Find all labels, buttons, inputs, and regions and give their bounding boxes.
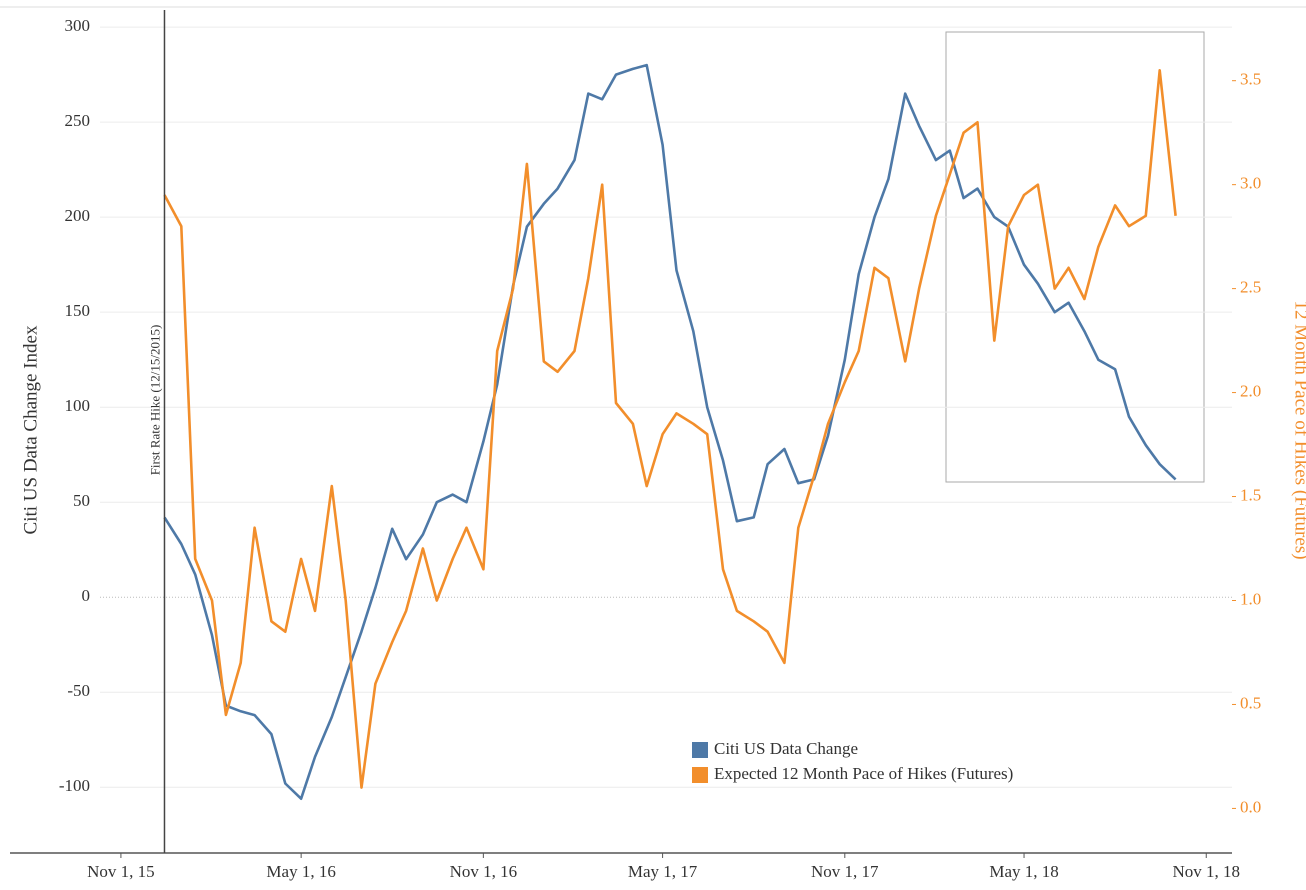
y2-tick-label: 3.0: [1240, 174, 1261, 193]
y2-tick-label: 0.5: [1240, 693, 1261, 712]
highlight-box: [945, 31, 1205, 483]
plot-area: [163, 63, 1177, 800]
y-tick-label: 250: [65, 111, 91, 130]
y-tick-label: 300: [65, 16, 91, 35]
x-tick-label: May 1, 17: [628, 862, 698, 881]
y-tick-label: 50: [73, 491, 90, 510]
grid: [100, 26, 1232, 788]
y2-axis-title: 12 Month Pace of Hikes (Futures): [1291, 300, 1306, 559]
legend-label: Citi US Data Change: [714, 739, 858, 758]
y2-tick-label: 2.0: [1240, 381, 1261, 400]
legend-swatch: [692, 742, 708, 758]
annotation-label: First Rate Hike (12/15/2015): [147, 325, 162, 476]
y-axis-title: Citi US Data Change Index: [20, 325, 41, 534]
y2-tick-label: 3.5: [1240, 70, 1261, 89]
y2-tick-label: 1.0: [1240, 589, 1261, 608]
series-line: [163, 69, 1177, 789]
y2-tick-label: 2.5: [1240, 278, 1261, 297]
y-tick-label: 0: [82, 586, 91, 605]
x-tick-label: Nov 1, 17: [811, 862, 879, 881]
series-line: [163, 63, 1177, 800]
x-tick-label: May 1, 18: [989, 862, 1058, 881]
x-tick-label: May 1, 16: [266, 862, 335, 881]
y-tick-label: 150: [65, 301, 91, 320]
y-tick-label: 100: [65, 396, 91, 415]
legend-swatch: [692, 767, 708, 783]
x-tick-label: Nov 1, 15: [87, 862, 155, 881]
y-tick-label: 200: [65, 206, 91, 225]
y2-tick-label: 0.0: [1240, 797, 1261, 816]
y-tick-label: -100: [59, 776, 90, 795]
x-tick-label: Nov 1, 16: [450, 862, 518, 881]
x-tick-label: Nov 1, 18: [1172, 862, 1240, 881]
y-tick-label: -50: [67, 681, 90, 700]
legend-label: Expected 12 Month Pace of Hikes (Futures…: [714, 764, 1013, 783]
y2-tick-label: 1.5: [1240, 485, 1261, 504]
